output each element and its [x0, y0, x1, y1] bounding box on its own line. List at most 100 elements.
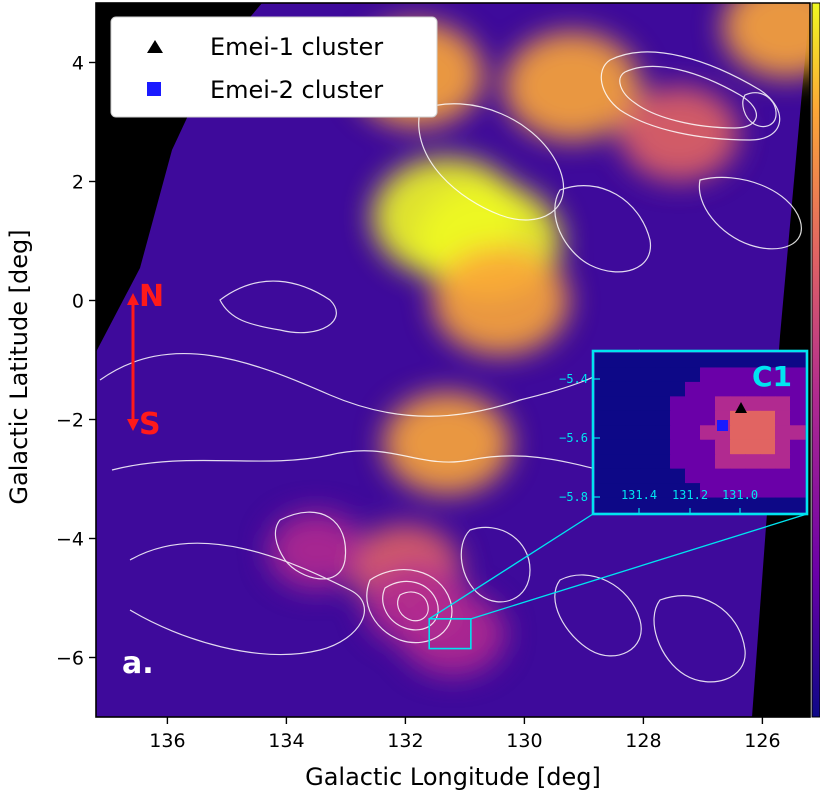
inset-pixel [790, 367, 806, 383]
inset-pixel [670, 410, 686, 426]
y-tick-label: −2 [56, 410, 84, 432]
inset-pixel [730, 468, 746, 484]
inset-pixel-grid [595, 353, 806, 513]
contour-line [111, 450, 601, 471]
inset-pixel [595, 425, 611, 441]
inset-pixel [670, 353, 686, 368]
inset-pixel [685, 353, 701, 368]
axes-frame [95, 2, 811, 718]
inset-pixel [610, 439, 626, 455]
inset-pixel [760, 367, 776, 383]
inset-pixel [715, 483, 731, 499]
y-axis-title: Galactic Latitude [deg] [5, 229, 33, 504]
inset-pixel [610, 410, 626, 426]
inset-pixel [595, 454, 611, 470]
inset-pixel [760, 468, 776, 484]
inset-pixel [655, 381, 671, 397]
inset-pixel [595, 468, 611, 484]
inset-x-tick-label: 131.0 [722, 488, 758, 502]
inset-pixel [595, 410, 611, 426]
contour-line [382, 580, 439, 631]
inset-pixel [775, 396, 791, 412]
inset-pixel [760, 483, 776, 499]
emission-peak [619, 86, 739, 182]
contour-line [698, 176, 802, 250]
inset-pixel [775, 381, 791, 397]
contour-line [554, 185, 652, 273]
contour-line [274, 511, 347, 580]
x-tick-label: 130 [506, 730, 542, 752]
inset-pixel [640, 425, 656, 441]
inset-pixel [760, 410, 776, 426]
inset-pixel [625, 439, 641, 455]
inset-pixel [745, 454, 761, 470]
inset-pixel [640, 353, 656, 368]
inset-pixel [595, 497, 611, 513]
legend-triangle-icon [147, 40, 163, 53]
emission-peak [432, 245, 569, 356]
inset-emei1-marker [735, 402, 747, 413]
inset-pixel [670, 367, 686, 383]
zoom-box [428, 618, 472, 650]
inset-y-tick-label: −5.4 [559, 372, 588, 386]
legend-entry-emei2: Emei-2 cluster [210, 76, 383, 104]
inset-pixel [595, 439, 611, 455]
inset-x-tick-label: 131.2 [672, 488, 708, 502]
inset-pixel [760, 454, 776, 470]
inset-label: C1 [752, 360, 792, 393]
inset-pixel [640, 439, 656, 455]
inset-pixel [790, 396, 806, 412]
inset-pixel [670, 497, 686, 513]
colorbar [811, 2, 820, 718]
inset-pixel [700, 381, 716, 397]
inset-y-tick-label: −5.6 [559, 431, 588, 445]
contour-layer [99, 51, 802, 683]
inset-pixel [700, 439, 716, 455]
inset-pixel [655, 396, 671, 412]
inset-pixel [790, 353, 806, 368]
inset-pixel [700, 425, 716, 441]
inset-pixel [775, 439, 791, 455]
inset-pixel [730, 454, 746, 470]
inset-pixel [745, 468, 761, 484]
inset-pixel [715, 497, 731, 513]
emission-peak [268, 512, 365, 589]
inset-pixel [715, 439, 731, 455]
map-area [96, 3, 810, 717]
inset-pixel [610, 497, 626, 513]
inset-pixel [730, 497, 746, 513]
inset-pixel [730, 439, 746, 455]
inset-pixel [760, 396, 776, 412]
inset-pixel [685, 381, 701, 397]
inset-pixel [625, 454, 641, 470]
zoom-connector-line [470, 513, 808, 620]
inset-pixel [700, 396, 716, 412]
arrow-down-icon [127, 419, 139, 431]
inset-pixel [610, 468, 626, 484]
inset-pixel [655, 425, 671, 441]
inset-panel: C1 131.4 131.2 131.0 −5.4 −5.6 −5.8 [559, 349, 809, 516]
inset-pixel [730, 483, 746, 499]
y-tick-label: −4 [56, 529, 84, 551]
inset-pixel [700, 367, 716, 383]
emission-peak [503, 31, 641, 141]
inset-pixel [775, 468, 791, 484]
inset-pixel [685, 497, 701, 513]
x-axis-ticks: 136 134 132 130 128 126 [149, 717, 781, 752]
inset-pixel [700, 353, 716, 368]
inset-pixel [715, 381, 731, 397]
inset-pixel [655, 439, 671, 455]
x-tick-label: 126 [744, 730, 780, 752]
inset-pixel [655, 483, 671, 499]
north-south-arrow: N S [127, 279, 164, 442]
inset-pixel [625, 468, 641, 484]
inset-pixel [640, 468, 656, 484]
contour-line [99, 349, 641, 417]
inset-pixel [685, 483, 701, 499]
inset-pixel [715, 396, 731, 412]
inset-pixel [730, 367, 746, 383]
inset-pixel [790, 410, 806, 426]
inset-pixel [610, 381, 626, 397]
inset-pixel [700, 468, 716, 484]
